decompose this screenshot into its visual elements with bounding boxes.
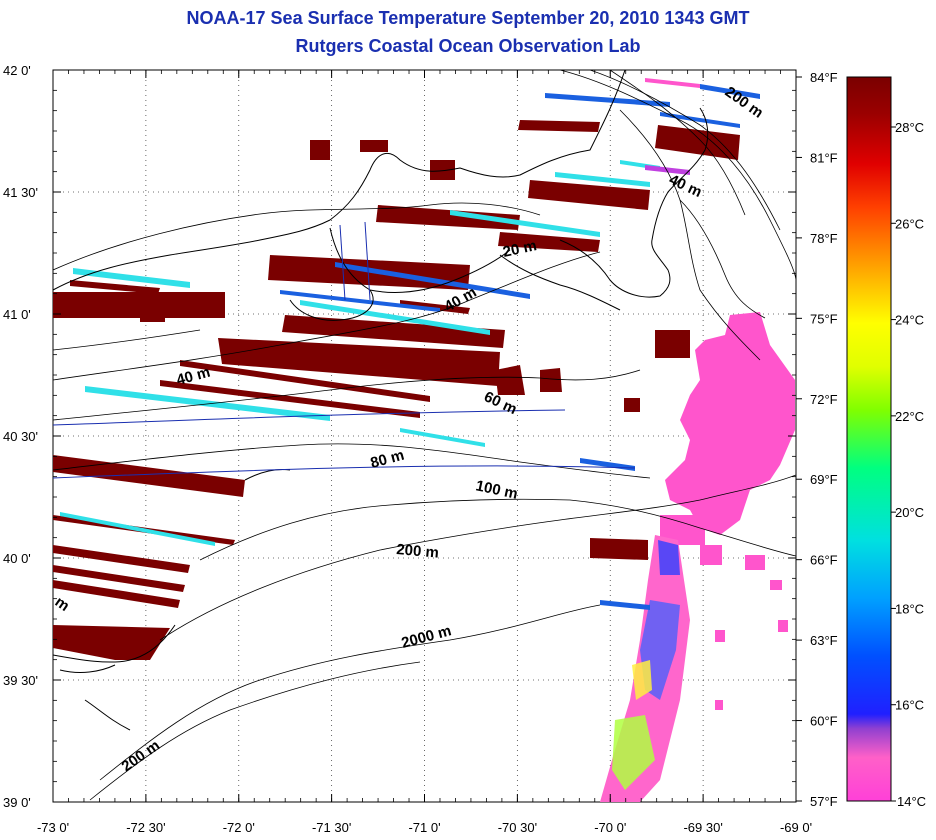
lat-tick-label: 41 0'	[3, 307, 31, 322]
c-tick-label: 26°C	[895, 216, 924, 231]
c-tick-label: 16°C	[895, 698, 924, 713]
depth-label: 20 m	[501, 237, 538, 261]
lat-tick-label: 40 30'	[3, 429, 38, 444]
cold-sst-patch	[660, 312, 795, 710]
lon-tick-label: -71 0'	[408, 820, 440, 835]
c-tick-label: 18°C	[895, 601, 924, 616]
lon-tick-label: -71 30'	[312, 820, 351, 835]
f-tick-label: 81°F	[810, 150, 838, 165]
c-tick-label: 14°C	[897, 794, 926, 809]
map-title: NOAA-17 Sea Surface Temperature Septembe…	[186, 8, 750, 28]
c-tick-label: 28°C	[895, 120, 924, 135]
colorbar	[846, 76, 892, 802]
colorbar-celsius-labels: 28°C 26°C 24°C 22°C 20°C 18°C 16°C 14°C	[891, 120, 926, 809]
longitude-axis: -73 0' -72 30' -72 0' -71 30' -71 0' -70 30' -…	[37, 70, 812, 835]
c-tick-label: 22°C	[895, 409, 924, 424]
lon-tick-label: -70 0'	[594, 820, 626, 835]
f-tick-label: 66°F	[810, 553, 838, 568]
map-subtitle: Rutgers Coastal Ocean Observation Lab	[295, 36, 641, 56]
c-tick-label: 20°C	[895, 505, 924, 520]
lon-tick-label: -72 0'	[223, 820, 255, 835]
lat-tick-label: 39 30'	[3, 673, 38, 688]
c-tick-label: 24°C	[895, 313, 924, 328]
lon-tick-label: -70 30'	[498, 820, 537, 835]
lat-tick-label: 39 0'	[3, 795, 31, 810]
lon-tick-label: -69 0'	[780, 820, 812, 835]
f-tick-label: 75°F	[810, 311, 838, 326]
lat-tick-label: 41 30'	[3, 185, 38, 200]
mixed-sst-strip	[600, 535, 690, 802]
f-tick-label: 63°F	[810, 633, 838, 648]
depth-contours	[53, 70, 796, 801]
f-tick-label: 78°F	[810, 231, 838, 246]
transect-lines	[53, 221, 636, 479]
lon-tick-label: -73 0'	[37, 820, 69, 835]
lon-tick-label: -69 30'	[683, 820, 722, 835]
coastline	[53, 70, 709, 731]
f-tick-label: 60°F	[810, 714, 838, 729]
f-tick-label: 69°F	[810, 472, 838, 487]
cool-sst-streaks	[60, 78, 760, 546]
lat-tick-label: 42 0'	[3, 63, 31, 78]
f-tick-label: 72°F	[810, 392, 838, 407]
depth-label: 200 m	[396, 541, 440, 562]
lat-tick-label: 40 0'	[3, 551, 31, 566]
colorbar-fahrenheit-labels: 84°F 81°F 78°F 75°F 72°F 69°F 66°F 63°F 60°F 57°F	[796, 70, 838, 809]
f-tick-label: 57°F	[810, 794, 838, 809]
latitude-axis: 42 0' 41 30' 41 0' 40 30' 40 0' 39 30' 39 0'	[3, 63, 796, 810]
lon-tick-label: -72 30'	[126, 820, 165, 835]
f-tick-label: 84°F	[810, 70, 838, 85]
